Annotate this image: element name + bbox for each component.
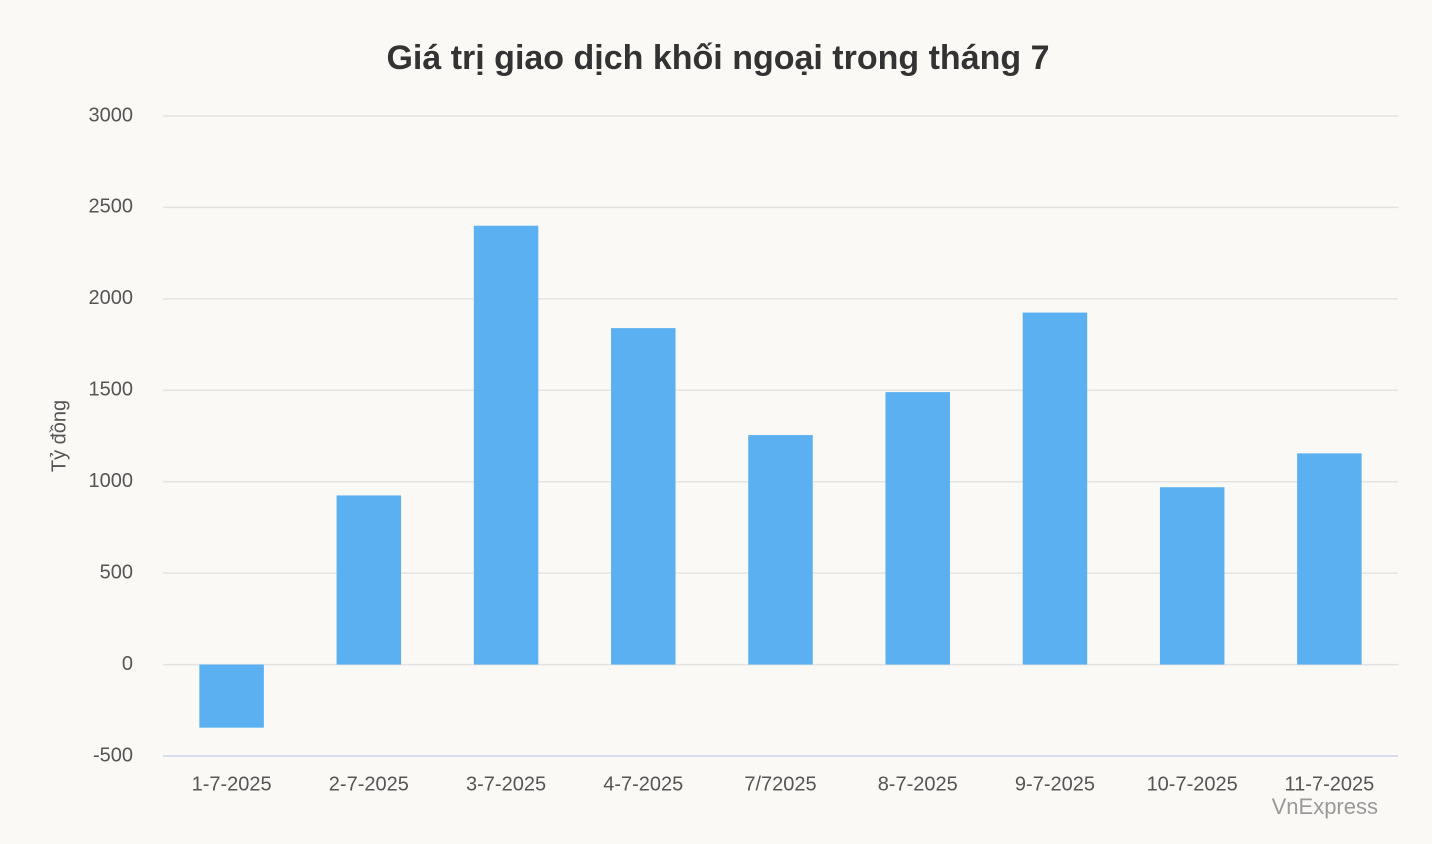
bar	[473, 225, 539, 665]
y-tick-label: 3000	[89, 104, 134, 126]
credit: VnExpress	[1272, 794, 1378, 819]
bar	[748, 435, 813, 665]
chart-title: Giá trị giao dịch khối ngoại trong tháng…	[386, 39, 1049, 77]
y-tick-label: -500	[93, 744, 133, 766]
bar	[199, 664, 264, 728]
bar	[1022, 312, 1088, 665]
x-tick-label: 1-7-2025	[192, 773, 272, 795]
y-tick-label: 2500	[89, 196, 134, 218]
x-tick-label: 7/72025	[744, 773, 816, 795]
bar	[885, 392, 950, 665]
x-tick-label: 8-7-2025	[878, 773, 958, 795]
bar	[611, 328, 676, 665]
y-axis-label: Tỷ đồng	[48, 400, 70, 472]
y-tick-label: 1000	[89, 470, 134, 492]
bar	[1297, 453, 1362, 665]
x-tick-label: 10-7-2025	[1147, 773, 1238, 795]
x-tick-label: 4-7-2025	[603, 773, 683, 795]
x-tick-label: 2-7-2025	[329, 773, 409, 795]
y-tick-label: 2000	[89, 287, 134, 309]
y-tick-label: 500	[100, 561, 133, 583]
bar	[1159, 487, 1225, 665]
y-tick-label: 1500	[89, 379, 134, 401]
x-tick-label: 9-7-2025	[1015, 773, 1095, 795]
y-tick-label: 0	[122, 653, 133, 675]
bar	[336, 495, 402, 665]
x-tick-label: 3-7-2025	[466, 773, 546, 795]
x-tick-label: 11-7-2025	[1285, 773, 1375, 795]
